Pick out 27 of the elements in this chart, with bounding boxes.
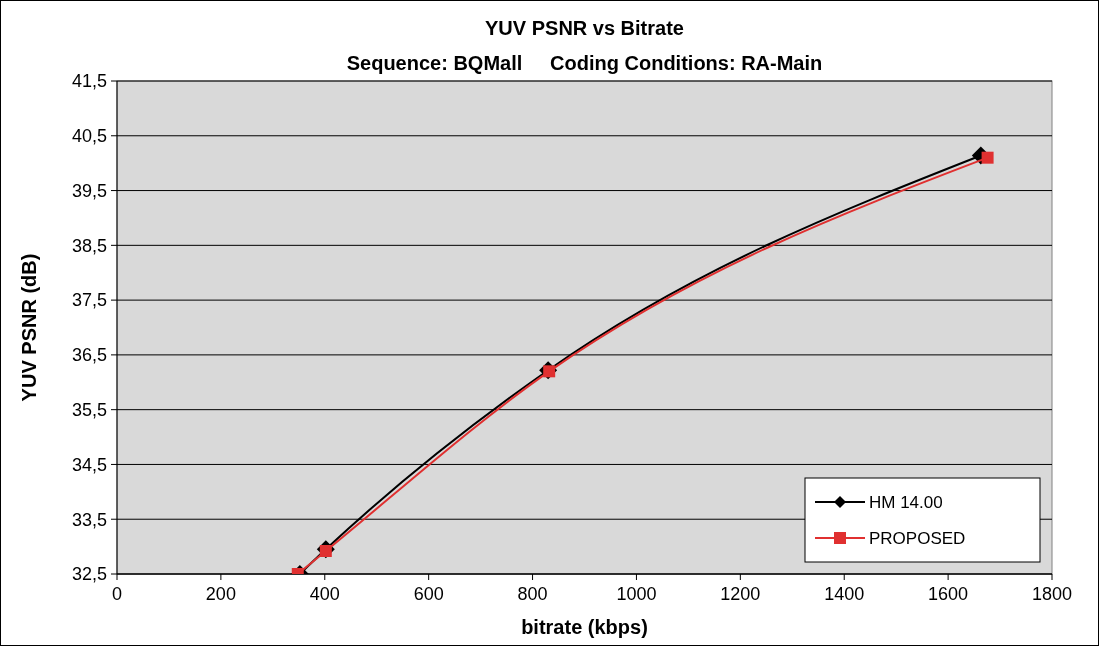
y-tick-label: 32,5 (71, 564, 107, 585)
x-tick-label: 800 (517, 584, 548, 604)
x-tick-label: 200 (205, 584, 236, 604)
x-tick-label: 0 (111, 584, 123, 604)
legend-label: PROPOSED (869, 528, 966, 548)
y-tick-label: 33,5 (71, 509, 107, 530)
y-tick-label: 34,5 (71, 454, 107, 475)
y-axis-title: YUV PSNR (dB) (18, 253, 40, 402)
x-tick-label: 1000 (616, 584, 657, 604)
y-tick-label: 38,5 (71, 235, 107, 256)
point (981, 151, 994, 164)
y-tick-label: 41,5 (71, 71, 107, 92)
y-tick-label: 35,5 (71, 399, 107, 420)
x-tick-label: 1200 (720, 584, 761, 604)
y-tick-label: 40,5 (71, 126, 107, 147)
chart-title: YUV PSNR vs Bitrate (485, 17, 684, 39)
legend-label: HM 14.00 (869, 492, 943, 512)
x-tick-label: 1400 (824, 584, 865, 604)
x-tick-label: 1600 (928, 584, 969, 604)
x-tick-label: 1800 (1031, 584, 1073, 604)
y-tick-label: 39,5 (71, 180, 107, 201)
x-tick-label: 600 (413, 584, 444, 604)
chart-subtitle: Sequence: BQMall Coding Conditions: RA-Main (346, 52, 823, 74)
x-tick-label: 400 (309, 584, 340, 604)
y-tick-label: 36,5 (71, 345, 107, 366)
y-tick-label: 37,5 (71, 290, 107, 311)
x-axis-title: bitrate (kbps) (521, 616, 648, 638)
